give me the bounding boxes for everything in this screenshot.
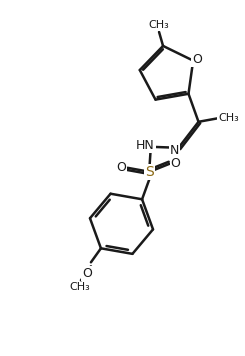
Text: O: O: [192, 53, 202, 66]
Text: O: O: [82, 267, 92, 280]
Text: O: O: [117, 161, 126, 174]
Text: S: S: [145, 165, 154, 179]
Text: O: O: [171, 157, 180, 170]
Text: CH₃: CH₃: [218, 113, 239, 123]
Text: CH₃: CH₃: [70, 282, 90, 292]
Text: CH₃: CH₃: [149, 20, 170, 30]
Text: HN: HN: [136, 139, 155, 152]
Text: N: N: [170, 144, 179, 157]
